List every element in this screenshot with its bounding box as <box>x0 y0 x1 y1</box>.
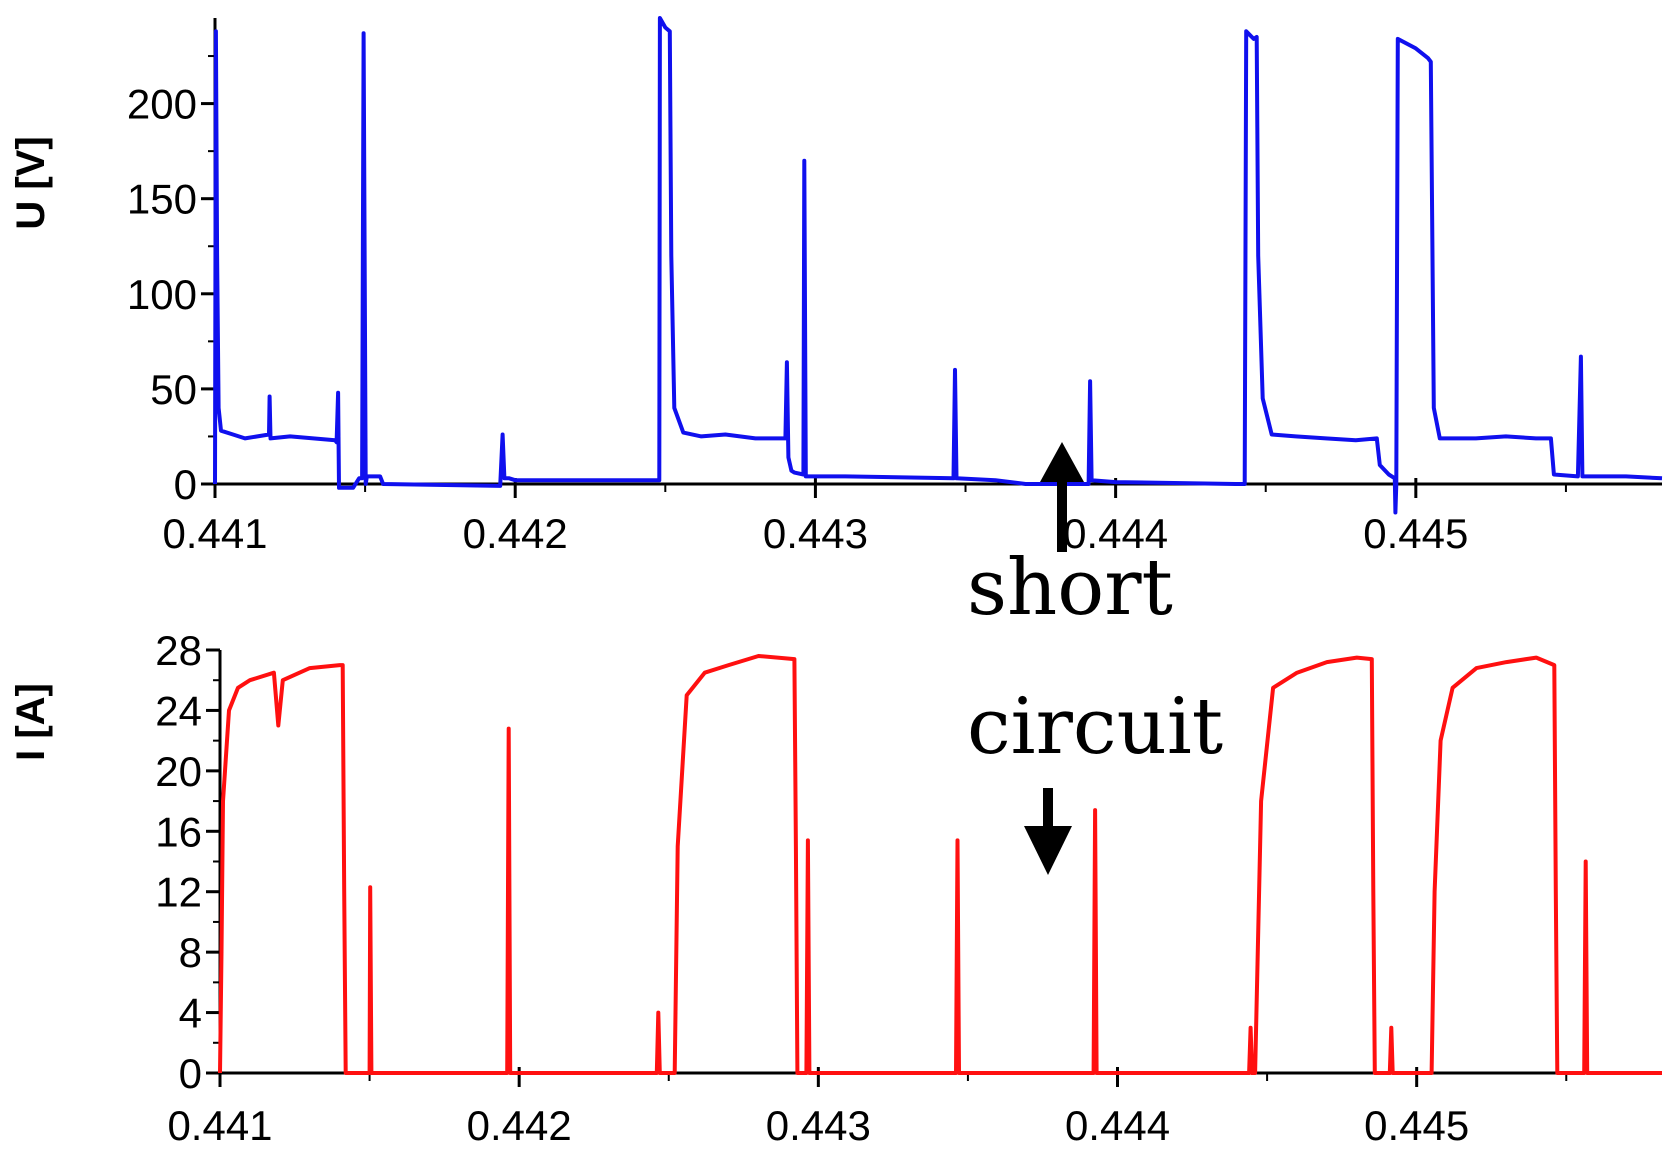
current-y-tick-label: 8 <box>179 929 202 976</box>
annotation-short: short <box>967 543 1173 633</box>
current-y-tick-label: 28 <box>155 627 202 674</box>
voltage-y-tick-label: 200 <box>127 81 197 128</box>
down-arrow-icon <box>1024 788 1072 875</box>
current-ticks: 0 4 8 12 16 20 24 28 0.441 0.442 0.443 0.444 0.445 <box>155 627 1568 1149</box>
current-series-line <box>218 654 1662 1075</box>
current-y-tick-label: 12 <box>155 869 202 916</box>
current-x-tick-label: 0.444 <box>1065 1102 1170 1149</box>
annotation-circuit: circuit <box>967 682 1223 772</box>
voltage-ticks: 0 50 100 150 200 0.441 0.442 0.443 0.444 0.445 <box>127 55 1567 557</box>
up-arrow-icon <box>1040 442 1084 552</box>
voltage-x-tick-label: 0.443 <box>763 510 868 557</box>
voltage-y-tick-label: 50 <box>150 366 197 413</box>
voltage-y-tick-label: 100 <box>127 271 197 318</box>
current-y-tick-label: 20 <box>155 748 202 795</box>
voltage-x-tick-label: 0.444 <box>1063 510 1168 557</box>
voltage-y-tick-label: 0 <box>174 461 197 508</box>
current-y-tick-label: 0 <box>179 1050 202 1097</box>
current-x-tick-label: 0.445 <box>1364 1102 1469 1149</box>
current-y-tick-label: 4 <box>179 990 202 1037</box>
current-y-tick-label: 24 <box>155 687 202 734</box>
voltage-chart: 0 50 100 150 200 0.441 0.442 0.443 0.444 0.445 U … <box>9 16 1663 557</box>
current-y-axis-title: I [A] <box>9 683 53 761</box>
voltage-x-tick-label: 0.442 <box>463 510 568 557</box>
current-y-tick-label: 16 <box>155 808 202 855</box>
current-x-tick-label: 0.441 <box>167 1102 272 1149</box>
current-chart: 0 4 8 12 16 20 24 28 0.441 0.442 0.443 0.444 0.445 I… <box>9 627 1662 1149</box>
voltage-series-line <box>213 16 1663 515</box>
voltage-x-tick-label: 0.441 <box>162 510 267 557</box>
voltage-x-tick-label: 0.445 <box>1363 510 1468 557</box>
current-x-tick-label: 0.443 <box>766 1102 871 1149</box>
voltage-y-axis-title: U [V] <box>9 136 53 229</box>
current-x-tick-label: 0.442 <box>467 1102 572 1149</box>
voltage-y-tick-label: 150 <box>127 176 197 223</box>
